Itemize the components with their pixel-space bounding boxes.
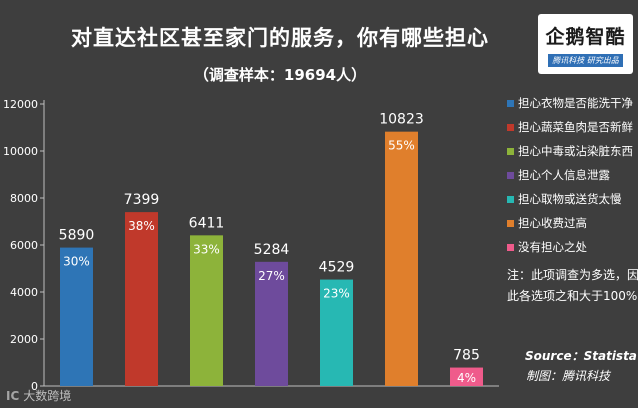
bar bbox=[190, 235, 223, 386]
credit-label: 制图：腾讯科技 bbox=[526, 369, 611, 383]
bar-percent-label: 23% bbox=[323, 287, 350, 301]
legend-swatch bbox=[507, 244, 514, 251]
y-tick-label: 8000 bbox=[10, 192, 38, 205]
bar-value-label: 5890 bbox=[59, 228, 95, 244]
bar bbox=[320, 279, 353, 386]
logo-sub-text: 腾讯科技 研究出品 bbox=[548, 54, 623, 67]
survey-note: 注：此项调查为多选，因此各选项之和大于100% bbox=[507, 268, 638, 303]
bar-percent-label: 27% bbox=[258, 269, 285, 283]
legend-swatch bbox=[507, 196, 514, 203]
legend-label: 担心衣物是否能洗干净 bbox=[518, 96, 633, 110]
chart-title: 对直达社区甚至家门的服务，你有哪些担心 bbox=[71, 26, 489, 50]
bar-value-label: 10823 bbox=[379, 112, 424, 128]
logo-main-text: 企鹅智酷 bbox=[545, 26, 626, 48]
chart-subtitle: （调查样本：19694人） bbox=[193, 66, 367, 84]
bar-value-label: 4529 bbox=[319, 260, 355, 276]
y-tick-label: 10000 bbox=[3, 145, 38, 158]
watermark-logo: IC bbox=[6, 389, 20, 403]
legend-label: 担心个人信息泄露 bbox=[518, 168, 610, 182]
bar-percent-label: 38% bbox=[128, 219, 155, 233]
bar-value-label: 5284 bbox=[254, 242, 290, 258]
source-label: Source：Statista bbox=[525, 349, 637, 363]
bar bbox=[60, 247, 93, 386]
bar-percent-label: 30% bbox=[63, 255, 90, 269]
bar bbox=[385, 131, 418, 386]
brand-logo: 企鹅智酷 腾讯科技 研究出品 bbox=[538, 14, 633, 74]
watermark: IC 大数跨境 bbox=[6, 387, 71, 404]
watermark-text: 大数跨境 bbox=[23, 389, 72, 403]
legend-swatch bbox=[507, 124, 514, 131]
bar bbox=[450, 367, 483, 386]
y-tick-label: 6000 bbox=[10, 239, 38, 252]
bar-percent-label: 33% bbox=[193, 242, 220, 256]
legend-label: 担心蔬菜鱼肉是否新鲜 bbox=[518, 120, 633, 134]
bar-value-label: 6411 bbox=[189, 215, 225, 231]
legend-swatch bbox=[507, 172, 514, 179]
bar-percent-label: 55% bbox=[388, 139, 415, 153]
y-tick-label: 2000 bbox=[10, 333, 38, 346]
legend-swatch bbox=[507, 100, 514, 107]
bar-value-label: 785 bbox=[453, 348, 480, 364]
y-tick-label: 4000 bbox=[10, 286, 38, 299]
bar bbox=[255, 261, 288, 386]
legend-label: 担心取物或送货太慢 bbox=[518, 192, 622, 206]
legend-swatch bbox=[507, 148, 514, 155]
y-tick-label: 12000 bbox=[3, 98, 38, 111]
bar bbox=[125, 212, 158, 386]
legend-label: 担心收费过高 bbox=[518, 216, 587, 230]
legend-label: 没有担心之处 bbox=[518, 240, 587, 254]
legend-swatch bbox=[507, 220, 514, 227]
legend-label: 担心中毒或沾染脏东西 bbox=[518, 144, 633, 158]
y-tick-label: 0 bbox=[31, 380, 38, 393]
bar-value-label: 7399 bbox=[124, 192, 160, 208]
bar-percent-label: 4% bbox=[457, 371, 476, 385]
